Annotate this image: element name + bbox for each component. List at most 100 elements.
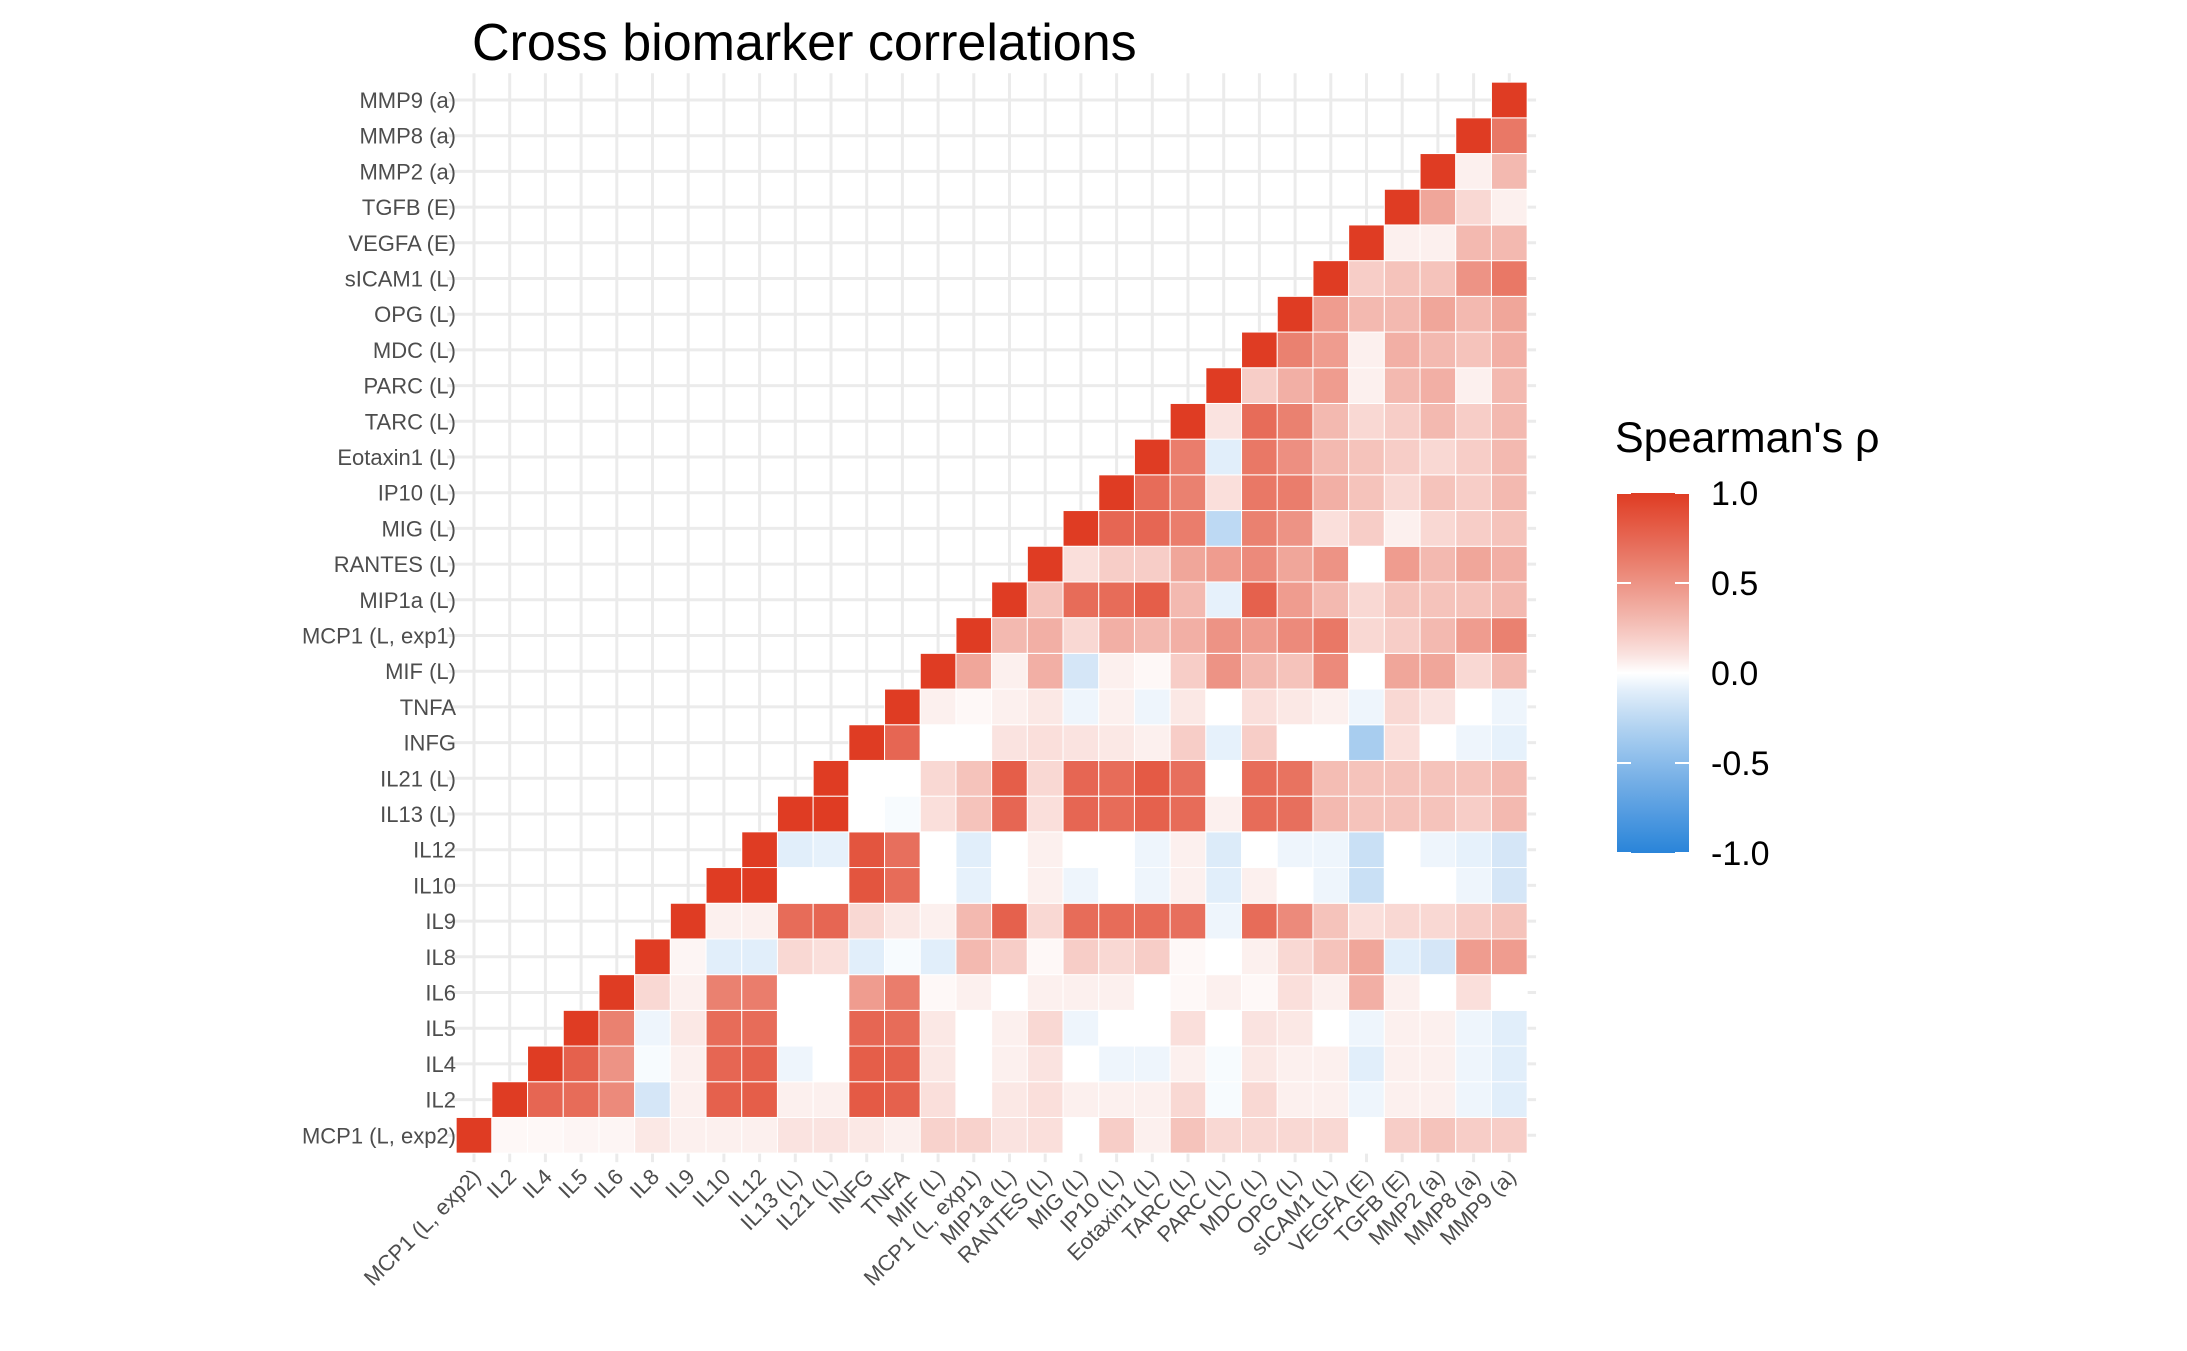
- heatmap-tile: [1276, 295, 1314, 333]
- heatmap-tile: [1348, 367, 1385, 404]
- heatmap-tile: [1312, 545, 1350, 583]
- heatmap-tile: [1169, 902, 1207, 940]
- heatmap-tile: [1490, 902, 1528, 940]
- heatmap-tile: [776, 902, 814, 940]
- heatmap-tile: [1383, 367, 1421, 404]
- heatmap-tile: [705, 1009, 743, 1047]
- heatmap-tile: [1419, 224, 1457, 262]
- heatmap-tile: [1490, 867, 1528, 904]
- heatmap-tile: [1276, 902, 1314, 940]
- heatmap-tile: [1098, 545, 1135, 583]
- heatmap-tile: [1419, 724, 1457, 761]
- heatmap-tile: [634, 1045, 671, 1083]
- heatmap-tile: [1419, 1045, 1457, 1083]
- heatmap-tile: [1348, 295, 1385, 333]
- y-tick-label: IL8: [425, 945, 456, 970]
- heatmap-tile: [848, 974, 886, 1011]
- heatmap-tile: [741, 938, 778, 976]
- heatmap-tile: [1205, 402, 1243, 440]
- heatmap-tile: [884, 724, 921, 761]
- heatmap-tile: [1490, 81, 1528, 119]
- heatmap-tile: [1348, 724, 1385, 761]
- heatmap-tile: [1348, 1116, 1385, 1154]
- heatmap-tile: [1133, 652, 1171, 690]
- y-tick-label: RANTES (L): [334, 552, 456, 577]
- heatmap-tile: [776, 867, 814, 904]
- y-tick-label: IL4: [425, 1052, 456, 1077]
- heatmap-tile: [598, 1045, 636, 1083]
- heatmap-tile: [1383, 224, 1421, 262]
- heatmap-tile: [1490, 652, 1528, 690]
- heatmap-tile: [1062, 974, 1100, 1011]
- heatmap-tile: [1098, 1009, 1135, 1047]
- heatmap-tile: [955, 938, 993, 976]
- x-tick-label: IL8: [625, 1164, 664, 1203]
- heatmap-tile: [1348, 795, 1385, 833]
- heatmap-tile: [1026, 617, 1064, 654]
- heatmap-tile: [1062, 581, 1100, 619]
- heatmap-tile: [1169, 1045, 1207, 1083]
- heatmap-tile: [1419, 902, 1457, 940]
- heatmap-tile: [1348, 438, 1385, 476]
- heatmap-tile: [1348, 688, 1385, 726]
- heatmap-tile: [1312, 974, 1350, 1011]
- heatmap-tile: [1312, 831, 1350, 869]
- heatmap-tile: [1098, 617, 1135, 654]
- heatmap-tile: [1348, 474, 1385, 512]
- heatmap-tile: [848, 724, 886, 761]
- heatmap-tile: [1383, 188, 1421, 226]
- heatmap-tile: [812, 1081, 850, 1118]
- heatmap-tile: [1062, 510, 1100, 547]
- heatmap-tile: [776, 1045, 814, 1083]
- heatmap-tile: [919, 724, 957, 761]
- heatmap-tile: [1455, 188, 1492, 226]
- heatmap-tile: [1205, 759, 1243, 797]
- y-tick-label: INFG: [403, 731, 456, 756]
- heatmap-tile: [1455, 438, 1492, 476]
- heatmap-tile: [1383, 1081, 1421, 1118]
- heatmap-tile: [1276, 795, 1314, 833]
- heatmap-tile: [955, 1045, 993, 1083]
- heatmap-tile: [1348, 331, 1385, 369]
- heatmap-tile: [1062, 831, 1100, 869]
- heatmap-tile: [991, 652, 1028, 690]
- heatmap-tile: [1312, 759, 1350, 797]
- heatmap-tile: [562, 1081, 600, 1118]
- legend-tick-label: 0.0: [1711, 655, 1758, 693]
- heatmap-tile: [1348, 617, 1385, 654]
- heatmap-tile: [1455, 295, 1492, 333]
- heatmap-tile: [1276, 831, 1314, 869]
- heatmap-tile: [1455, 1009, 1492, 1047]
- heatmap-tile: [812, 867, 850, 904]
- heatmap-tile: [1241, 617, 1278, 654]
- y-tick-label: MMP8 (a): [359, 124, 456, 149]
- heatmap-tile: [1062, 652, 1100, 690]
- heatmap-tile: [1383, 581, 1421, 619]
- heatmap-tile: [1419, 295, 1457, 333]
- heatmap-tile: [634, 1116, 671, 1154]
- legend-tick-label: -1.0: [1711, 835, 1770, 873]
- heatmap-tile: [1348, 759, 1385, 797]
- heatmap-tile: [1241, 402, 1278, 440]
- heatmap-tile: [1419, 438, 1457, 476]
- heatmap-tile: [1098, 867, 1135, 904]
- y-tick-label: IL9: [425, 909, 456, 934]
- heatmap-tile: [1490, 759, 1528, 797]
- heatmap-tile: [455, 1116, 493, 1154]
- heatmap-tile: [1490, 438, 1528, 476]
- y-tick-label: IL6: [425, 981, 456, 1006]
- heatmap-tile: [1419, 795, 1457, 833]
- heatmap-tile: [991, 795, 1028, 833]
- heatmap-tile: [1026, 974, 1064, 1011]
- heatmap-tile: [1348, 510, 1385, 547]
- heatmap-tile: [1205, 867, 1243, 904]
- heatmap-tile: [812, 902, 850, 940]
- heatmap-tile: [705, 902, 743, 940]
- heatmap-tile: [812, 1045, 850, 1083]
- heatmap-tile: [1062, 938, 1100, 976]
- heatmap-tile: [1348, 1009, 1385, 1047]
- heatmap-tile: [1276, 974, 1314, 1011]
- heatmap-tile: [848, 1009, 886, 1047]
- y-tick-label: OPG (L): [374, 302, 456, 327]
- heatmap-tile: [705, 1081, 743, 1118]
